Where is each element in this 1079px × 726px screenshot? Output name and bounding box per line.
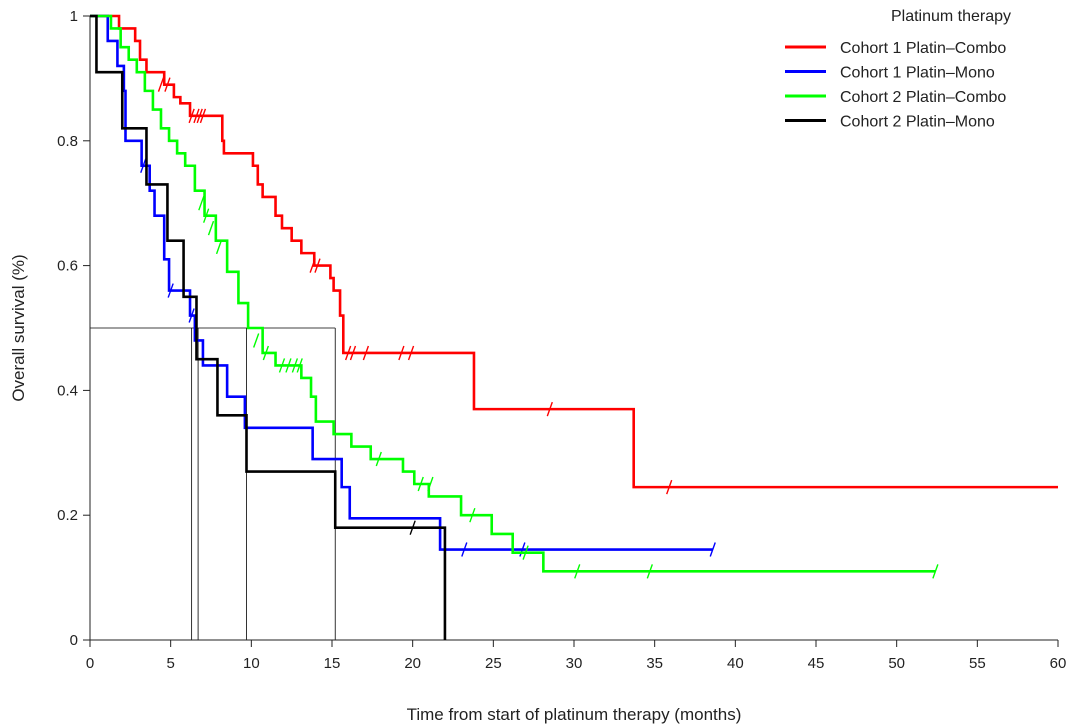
censor-mark [196,108,203,124]
censor-mark [469,507,476,523]
x-tick-label: 55 [969,655,986,672]
censor-mark [314,258,321,273]
y-axis-title: Overall survival (%) [9,254,28,401]
censor-mark [375,451,382,467]
axes: 00.20.40.60.810 5 10 15 20 25 30 35 40 45 50 55 60 [57,8,1066,672]
legend-title: Platinum therapy [891,8,1011,25]
y-tick-label: 0.8 [57,133,78,150]
legend-label: Cohort 1 Platin–Mono [840,65,995,82]
x-tick-label: 10 [243,655,260,672]
censor-mark [519,542,526,557]
censor-mark [278,358,286,373]
censor-mark [199,108,207,124]
legend: Platinum therapy Cohort 1 Platin–Combo Co… [785,8,1011,131]
series-2 [90,14,716,557]
median-reference-lines [90,327,336,640]
censor-mark [344,345,352,361]
legend-label: Cohort 2 Platin–Mono [840,114,995,131]
survival-curve [90,14,713,551]
censor-mark [291,358,299,373]
censor-mark [398,345,405,361]
survival-curves [90,14,1058,640]
survival-curve [90,14,1058,489]
x-tick-label: 45 [808,655,825,672]
x-tick-label: 20 [404,655,421,672]
censor-mark [574,564,581,579]
series-3 [90,14,939,579]
x-tick-label: 60 [1050,655,1067,672]
x-tick-label: 50 [888,655,905,672]
censor-mark [427,476,434,492]
censor-mark [207,220,215,236]
censor-mark [164,77,171,92]
censor-mark [253,333,260,348]
censor-mark [409,520,416,535]
y-tick-label: 1 [70,8,78,25]
censor-mark [198,195,205,211]
censor-mark [140,158,147,173]
x-tick-label: 40 [727,655,744,672]
censor-mark [157,77,165,92]
censor-mark [203,208,210,223]
censor-mark [167,283,174,298]
censor-mark [296,358,303,373]
censor-mark [666,479,673,495]
censor-mark [362,345,370,361]
censor-mark [262,345,270,361]
censor-mark [932,564,939,579]
legend-label: Cohort 2 Platin–Combo [840,89,1006,106]
censor-mark [349,345,357,361]
x-tick-label: 25 [485,655,502,672]
censor-mark [461,542,468,557]
x-tick-label: 0 [86,655,94,672]
x-tick-label: 30 [566,655,583,672]
y-tick-label: 0.2 [57,507,78,524]
censor-mark [417,476,424,492]
censor-mark [309,258,316,273]
censor-mark [522,545,529,560]
x-axis-title: Time from start of platinum therapy (mon… [407,705,742,724]
y-tick-label: 0.4 [57,382,78,399]
censor-mark [709,542,716,557]
x-tick-label: 5 [166,655,174,672]
y-tick-label: 0.6 [57,258,78,275]
x-tick-label: 15 [324,655,341,672]
censor-mark [285,358,292,373]
survival-curve [90,14,447,640]
censor-mark [188,108,195,124]
censor-mark [407,345,415,361]
series-1 [90,14,1058,495]
censor-mark [646,564,653,579]
censor-mark [188,308,195,323]
x-tick-label: 35 [646,655,663,672]
legend-label: Cohort 1 Platin–Combo [840,40,1006,57]
censor-mark [546,401,553,417]
censor-mark [193,108,200,124]
y-tick-label: 0 [70,632,78,649]
series-4 [90,14,447,640]
survival-curve [90,14,936,573]
censor-mark [215,239,223,255]
